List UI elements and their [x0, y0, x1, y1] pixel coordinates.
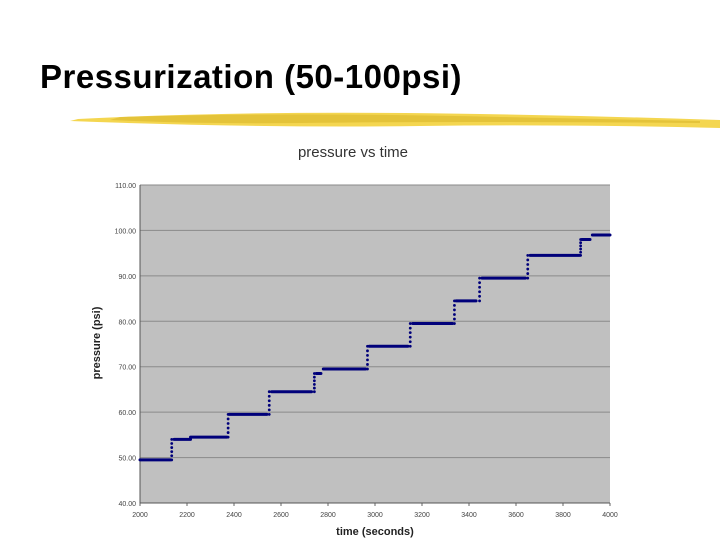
- series-point: [408, 335, 412, 339]
- series-point: [579, 254, 583, 257]
- series-point: [170, 454, 174, 458]
- series-point: [312, 379, 316, 383]
- series-point: [312, 375, 316, 379]
- y-axis-label: pressure (psi): [91, 306, 103, 380]
- slide-title: Pressurization (50-100psi): [40, 58, 462, 95]
- y-tick-label: 70.00: [118, 365, 136, 372]
- series-point: [267, 408, 271, 412]
- series-point: [312, 390, 316, 394]
- series-point: [408, 340, 412, 344]
- series-point: [226, 417, 230, 421]
- series-point: [579, 250, 583, 254]
- x-axis-label: time (seconds): [336, 526, 414, 538]
- series-point: [579, 238, 583, 241]
- series-point: [453, 308, 456, 312]
- x-tick-label: 3600: [508, 512, 524, 519]
- series-point: [226, 435, 230, 439]
- series-point: [526, 267, 530, 271]
- series-point: [478, 290, 481, 294]
- series-point: [408, 326, 412, 330]
- series-point: [579, 244, 583, 248]
- x-tick-label: 2400: [226, 512, 242, 519]
- plot-area: [140, 185, 610, 503]
- series-point: [226, 422, 230, 425]
- series-point: [170, 458, 174, 462]
- y-tick-label: 90.00: [118, 274, 136, 281]
- series-point: [526, 263, 530, 266]
- y-tick-label: 40.00: [118, 501, 136, 508]
- grid-lines: [139, 184, 611, 506]
- y-tick-label: 110.00: [115, 183, 136, 190]
- series-point: [226, 413, 230, 416]
- series-point: [453, 322, 456, 325]
- series-point: [170, 450, 174, 454]
- series-point: [170, 438, 174, 441]
- series-point: [312, 372, 316, 375]
- series-point: [408, 331, 412, 335]
- series-point: [366, 349, 369, 353]
- series-point: [366, 344, 369, 348]
- x-tick-label: 3200: [414, 512, 430, 519]
- series-point: [526, 254, 530, 257]
- tick-labels: 40.00 50.00 60.00 70.00 80.00 90.00 100.00 110.…: [115, 183, 618, 519]
- series-point: [312, 386, 316, 390]
- chart-title: pressure vs time: [297, 144, 409, 161]
- x-tick-label: 2600: [273, 512, 289, 519]
- series-point: [267, 413, 271, 416]
- x-tick-label: 2800: [320, 512, 336, 519]
- series-point: [366, 358, 369, 362]
- series-point: [408, 322, 412, 325]
- series-point: [267, 403, 271, 407]
- series-point: [267, 390, 271, 394]
- series-point: [226, 426, 230, 430]
- series-point: [478, 281, 481, 285]
- x-tick-label: 3000: [367, 512, 383, 519]
- series-point: [366, 353, 369, 357]
- y-tick-label: 60.00: [118, 410, 136, 417]
- y-tick-label: 50.00: [118, 456, 136, 463]
- series-point: [366, 363, 369, 366]
- y-tick-label: 100.00: [115, 228, 137, 235]
- series-point: [366, 367, 369, 371]
- series-point: [453, 313, 456, 316]
- x-tick-label: 2000: [132, 512, 148, 519]
- series-point: [267, 394, 271, 398]
- series-point: [579, 241, 583, 245]
- series-point: [267, 399, 271, 403]
- series-point: [478, 276, 481, 280]
- series-point: [226, 431, 230, 434]
- x-tick-label: 3400: [461, 512, 477, 519]
- series-point: [170, 442, 174, 445]
- series-point: [478, 294, 481, 298]
- y-tick-label: 80.00: [118, 319, 136, 326]
- series-point: [170, 446, 174, 449]
- x-tick-label: 2200: [179, 512, 195, 519]
- series-point: [408, 344, 412, 348]
- series-point: [478, 299, 481, 303]
- pressure-series: [138, 233, 612, 462]
- series-point: [579, 247, 583, 251]
- series-point: [526, 272, 530, 275]
- series-point: [478, 285, 481, 289]
- series-point: [526, 276, 530, 280]
- x-tick-label: 3800: [555, 512, 571, 519]
- series-point: [526, 258, 530, 262]
- series-point: [453, 299, 456, 303]
- series-point: [453, 317, 456, 321]
- x-tick-label: 4000: [602, 512, 618, 519]
- series-point: [312, 383, 316, 386]
- series-point: [453, 303, 456, 307]
